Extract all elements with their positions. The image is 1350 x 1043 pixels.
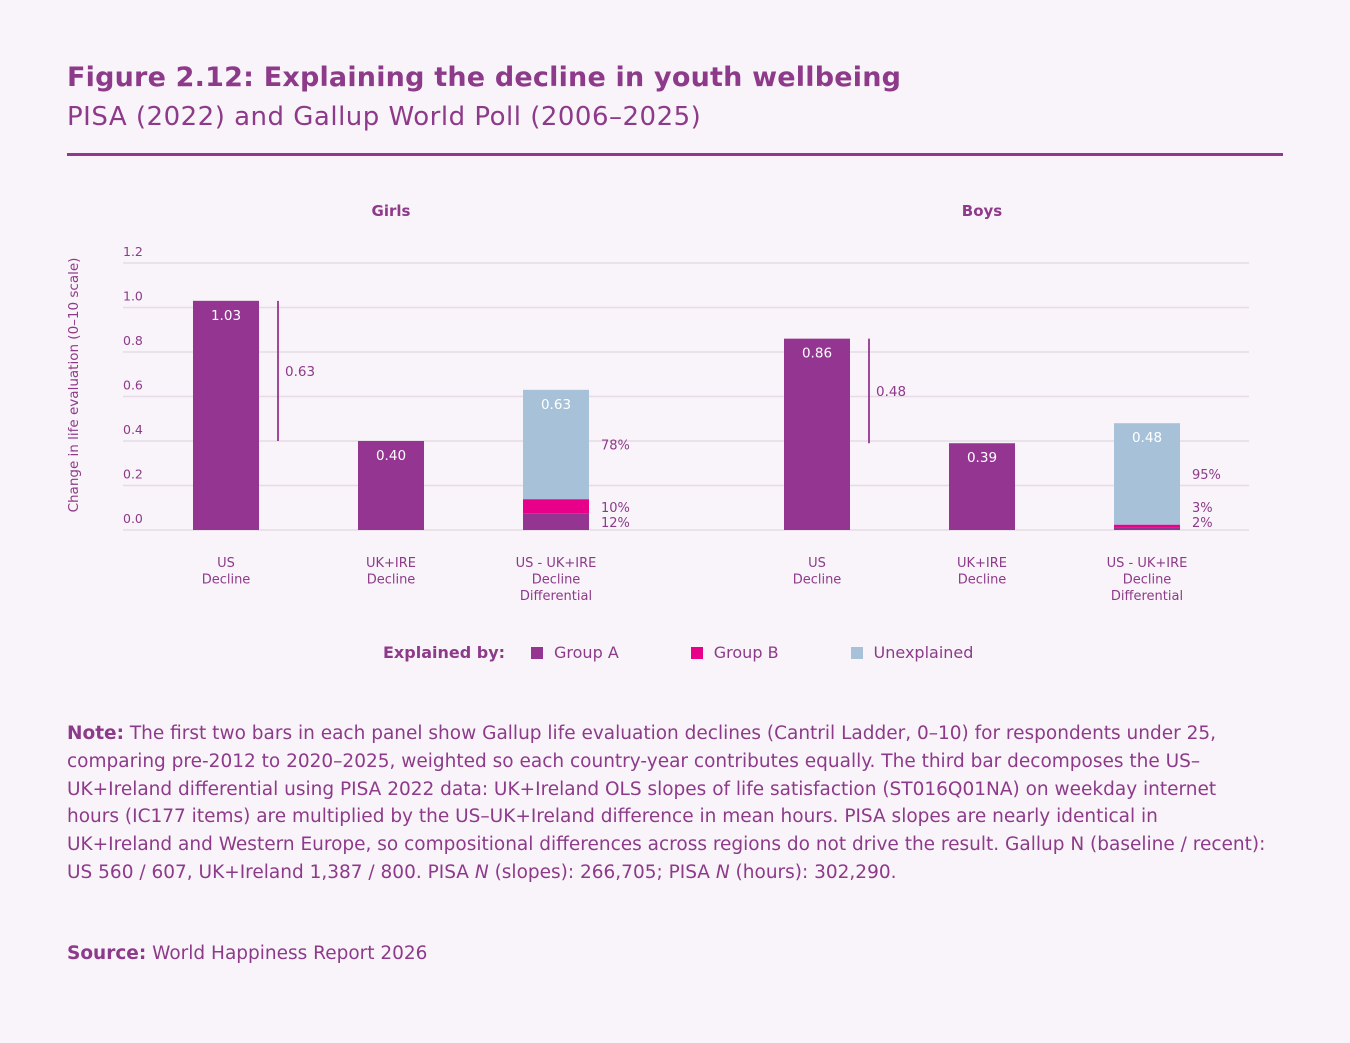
bar — [784, 338, 850, 530]
figure-source: Source: World Happiness Report 2026 — [67, 943, 427, 964]
x-category-label: Decline — [1123, 573, 1172, 588]
bar — [949, 443, 1015, 530]
y-tick-label: 1.2 — [123, 244, 143, 259]
bar-value-label: 0.40 — [376, 448, 406, 464]
bar-value-label: 0.86 — [802, 346, 832, 362]
y-tick-label: 0.0 — [123, 511, 143, 526]
y-axis-label: Change in life evaluation (0–10 scale) — [66, 258, 82, 513]
segment-share-label: 12% — [601, 516, 630, 531]
legend-swatch-group-b — [690, 646, 703, 659]
figure-subtitle: PISA (2022) and Gallup World Poll (2006–… — [67, 102, 702, 132]
bar — [193, 300, 259, 530]
differential-label: 0.63 — [285, 364, 315, 380]
segment-share-label: 2% — [1192, 516, 1213, 531]
bar-segment-unexplained — [523, 389, 589, 500]
segment-share-label: 95% — [1192, 468, 1221, 483]
segment-share-label: 78% — [601, 438, 630, 453]
bar-total-label: 0.48 — [1132, 430, 1162, 446]
x-category-label: Decline — [793, 573, 842, 588]
note-label: Note: — [67, 723, 124, 744]
bar-segment-group-a — [1114, 527, 1180, 530]
x-category-label: Decline — [532, 573, 581, 588]
bar-total-label: 0.63 — [541, 397, 571, 413]
legend-title: Explained by: — [383, 643, 506, 662]
legend-swatch-group-a — [531, 646, 544, 659]
legend-swatch-unexplained — [850, 646, 863, 659]
bar-chart: 0.0 0.2 0.4 0.6 0.8 1.0 1.2 Change in life eval… — [66, 202, 1249, 604]
x-category-label: UK+IRE — [957, 556, 1007, 571]
x-category-label: Differential — [1111, 589, 1183, 604]
x-category-label: US — [217, 556, 235, 571]
y-tick-label: 0.2 — [123, 467, 143, 482]
figure-note: Note: The first two bars in each panel s… — [67, 720, 1267, 887]
legend: Explained by: Group A Group B Unexplaine… — [383, 643, 1045, 662]
segment-share-label: 10% — [601, 501, 630, 516]
x-category-label: US - UK+IRE — [1107, 556, 1188, 571]
legend-label-group-b: Group B — [713, 643, 779, 662]
note-n-italic-2: N — [715, 861, 730, 883]
note-n-italic-1: N — [474, 861, 489, 883]
source-text: World Happiness Report 2026 — [146, 943, 428, 964]
x-category-label: US — [808, 556, 826, 571]
panel-title-girls: Girls — [372, 202, 411, 220]
x-category-label: Decline — [202, 573, 251, 588]
note-text-2: (slopes): 266,705; PISA — [488, 861, 716, 883]
legend-label-group-a: Group A — [554, 643, 619, 662]
segment-share-label: 3% — [1192, 501, 1213, 516]
bar-segment-group-b — [1114, 524, 1180, 528]
panel-title-boys: Boys — [962, 202, 1003, 220]
source-label: Source: — [67, 943, 147, 964]
x-category-label: UK+IRE — [366, 556, 416, 571]
x-category-label: Decline — [367, 573, 416, 588]
note-text-3: (hours): 302,290. — [729, 861, 897, 883]
bar-value-label: 0.39 — [967, 450, 997, 466]
legend-item-group-a: Group A — [531, 643, 619, 662]
bar-segment-group-a — [523, 513, 589, 530]
legend-label-unexplained: Unexplained — [873, 643, 974, 662]
figure-title: Figure 2.12: Explaining the decline in y… — [67, 62, 902, 93]
y-tick-label: 1.0 — [123, 289, 143, 304]
legend-item-unexplained: Unexplained — [850, 643, 974, 662]
bar-segment-unexplained — [1114, 423, 1180, 525]
bar-value-label: 1.03 — [211, 308, 241, 324]
y-tick-label: 0.8 — [123, 333, 143, 348]
note-text: The first two bars in each panel show Ga… — [67, 723, 1266, 883]
y-tick-label: 0.6 — [123, 378, 143, 393]
y-tick-label: 0.4 — [123, 422, 143, 437]
x-category-label: Differential — [520, 589, 592, 604]
x-category-label: Decline — [958, 573, 1007, 588]
bar — [358, 441, 424, 530]
title-divider — [67, 153, 1283, 156]
bar-segment-group-b — [523, 499, 589, 514]
x-category-label: US - UK+IRE — [516, 556, 597, 571]
legend-item-group-b: Group B — [690, 643, 779, 662]
differential-label: 0.48 — [876, 384, 906, 400]
